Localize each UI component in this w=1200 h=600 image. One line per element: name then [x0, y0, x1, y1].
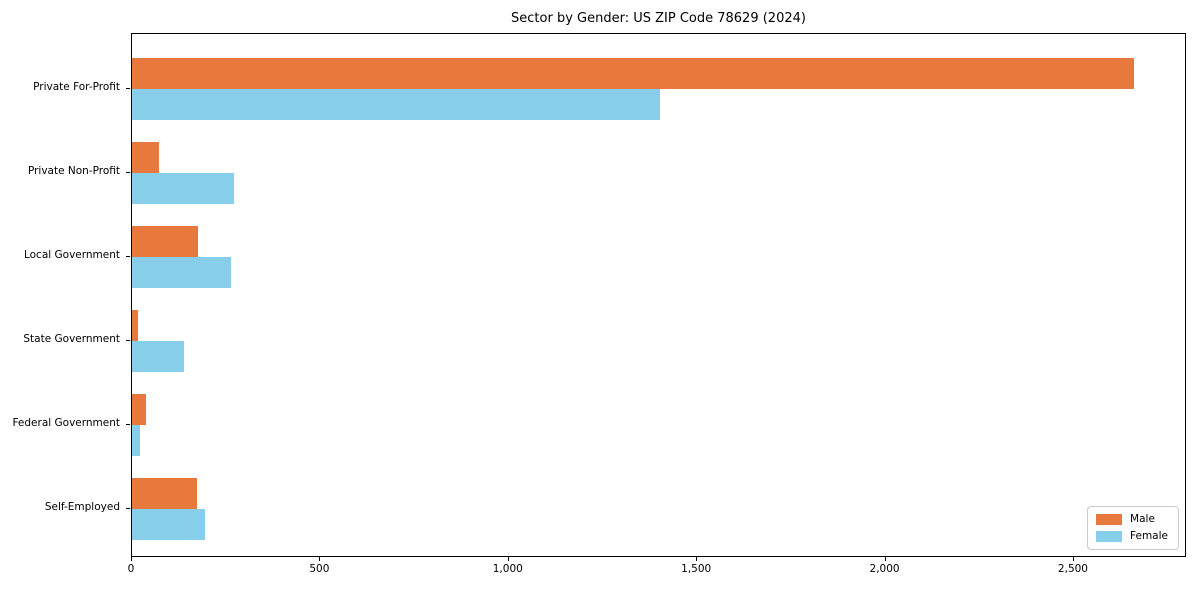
y-axis-tick [126, 88, 130, 89]
bar-male-federal-government [132, 394, 147, 425]
x-tick-label: 2,500 [1057, 563, 1088, 575]
y-axis-tick [126, 424, 130, 425]
x-axis-tick [131, 557, 132, 561]
x-axis-tick [1072, 557, 1074, 561]
x-axis-tick [319, 557, 321, 561]
y-category-label: State Government [23, 333, 120, 345]
y-category-label: Local Government [23, 249, 120, 261]
y-axis-tick [126, 508, 130, 509]
bar-female-local-government [132, 257, 232, 288]
y-category-label: Private For-Profit [33, 81, 120, 93]
y-category-label: Self-Employed [44, 501, 120, 513]
bar-female-federal-government [132, 425, 140, 456]
x-tick-label: 500 [309, 563, 330, 575]
y-axis-tick [126, 340, 130, 341]
bar-female-self-employed [132, 509, 206, 540]
legend-swatch-female [1096, 531, 1123, 542]
y-axis-tick [126, 172, 130, 173]
legend-entry-female: Female [1096, 531, 1168, 542]
legend: Male Female [1087, 506, 1179, 550]
legend-swatch-male [1096, 514, 1123, 525]
plot-area: Male Female [131, 33, 1186, 557]
bar-female-private-non-profit [132, 173, 234, 204]
legend-label-female: Female [1130, 530, 1168, 543]
x-tick-label: 1,500 [681, 563, 712, 575]
bar-male-self-employed [132, 478, 197, 509]
legend-entry-male: Male [1096, 514, 1168, 525]
x-axis-tick [507, 557, 509, 561]
bar-male-local-government [132, 226, 198, 257]
y-category-label: Private Non-Profit [27, 165, 120, 177]
chart-title: Sector by Gender: US ZIP Code 78629 (202… [511, 11, 806, 26]
x-tick-label: 2,000 [869, 563, 900, 575]
y-category-label: Federal Government [12, 417, 120, 429]
bar-female-private-for-profit [132, 89, 660, 120]
x-axis-tick [696, 557, 698, 561]
bar-male-private-for-profit [132, 58, 1135, 89]
bar-female-state-government [132, 341, 184, 372]
x-axis-tick [884, 557, 886, 561]
bar-male-private-non-profit [132, 142, 160, 173]
bar-male-state-government [132, 310, 138, 341]
y-axis-tick [126, 256, 130, 257]
legend-label-male: Male [1130, 513, 1155, 526]
x-tick-label: 0 [127, 563, 135, 575]
x-tick-label: 1,000 [492, 563, 523, 575]
